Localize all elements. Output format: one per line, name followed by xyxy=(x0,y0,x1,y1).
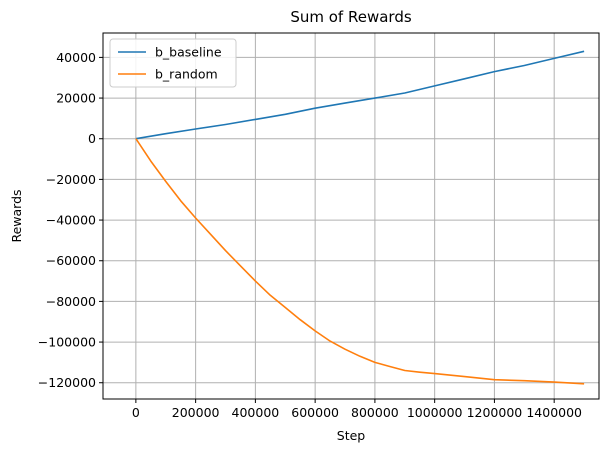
y-tick-label: 20000 xyxy=(56,91,96,106)
x-axis-label: Step xyxy=(337,428,366,443)
y-tick-label: 40000 xyxy=(56,50,96,65)
chart-title: Sum of Rewards xyxy=(290,8,411,26)
y-tick-label: 0 xyxy=(88,131,96,146)
y-tick-label: −20000 xyxy=(46,172,96,187)
x-tick-label: 200000 xyxy=(172,405,220,420)
plot-frame xyxy=(102,32,600,400)
x-tick-label: 800000 xyxy=(351,405,399,420)
series-line-b_random xyxy=(135,138,585,385)
x-axis: 0 200000 400000 600000 800000 1000000 1200000 1… xyxy=(132,399,582,420)
y-tick-label: −40000 xyxy=(46,213,96,228)
x-tick-label: 400000 xyxy=(232,405,280,420)
y-tick-label: −60000 xyxy=(46,253,96,268)
x-tick-label: 600000 xyxy=(291,405,339,420)
y-axis: −120000 −100000 −80000 −60000 −40000 −20000 0 2… xyxy=(38,50,103,390)
series-lines xyxy=(135,50,585,385)
series-line-b_baseline xyxy=(135,50,585,140)
y-tick-label: −120000 xyxy=(38,375,96,390)
x-tick-label: 1400000 xyxy=(526,405,582,420)
y-tick-label: −80000 xyxy=(46,294,96,309)
y-axis-label: Rewards xyxy=(9,189,24,242)
grid-lines xyxy=(103,33,599,399)
legend-box xyxy=(109,38,237,88)
legend-label: b_random xyxy=(155,67,218,82)
legend-label: b_baseline xyxy=(155,45,222,60)
x-tick-label: 1000000 xyxy=(407,405,463,420)
x-tick-label: 1200000 xyxy=(467,405,523,420)
x-tick-label: 0 xyxy=(132,405,140,420)
legend: b_baseline b_random xyxy=(109,38,237,88)
y-tick-label: −100000 xyxy=(38,335,96,350)
